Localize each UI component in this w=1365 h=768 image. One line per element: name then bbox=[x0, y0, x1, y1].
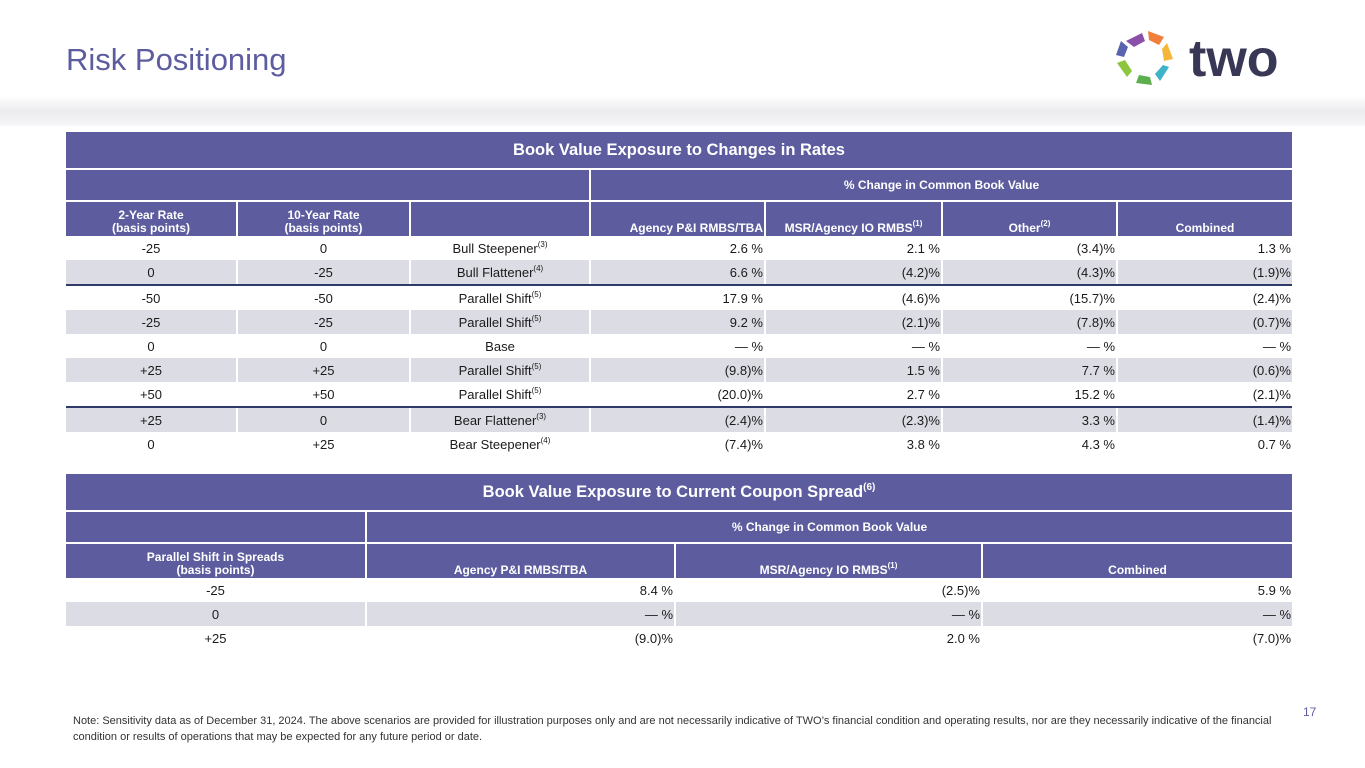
col-msr: MSR/Agency IO RMBS(1) bbox=[764, 201, 942, 236]
page-title: Risk Positioning bbox=[66, 42, 287, 77]
col-ten-year: 10-Year Rate (basis points) bbox=[236, 201, 410, 236]
spread-subheader: % Change in Common Book Value bbox=[366, 511, 1293, 544]
rates-subheader-blank bbox=[66, 169, 591, 202]
table-row: +50 +50 Parallel Shift(5) (20.0)% 2.7 % … bbox=[66, 382, 1292, 408]
table-row: -25 8.4 % (2.5)% 5.9 % bbox=[66, 578, 1293, 602]
spread-subheader-blank bbox=[66, 511, 367, 544]
col-spread-agency: Agency P&I RMBS/TBA bbox=[365, 543, 675, 578]
spread-table: Book Value Exposure to Current Coupon Sp… bbox=[66, 474, 1293, 650]
col-shift: Parallel Shift in Spreads (basis points) bbox=[66, 543, 366, 578]
col-other: Other(2) bbox=[941, 201, 1117, 236]
pinwheel-logo-icon bbox=[1116, 31, 1173, 85]
table-row: 0 0 Base — % — % — % — % bbox=[66, 334, 1292, 358]
rates-table-title: Book Value Exposure to Changes in Rates bbox=[66, 132, 1292, 170]
table-row: -25 0 Bull Steepener(3) 2.6 % 2.1 % (3.4… bbox=[66, 236, 1292, 260]
rates-subheader: % Change in Common Book Value bbox=[590, 169, 1292, 202]
col-agency: Agency P&I RMBS/TBA bbox=[589, 201, 765, 236]
table-row: +25 +25 Parallel Shift(5) (9.8)% 1.5 % 7… bbox=[66, 358, 1292, 382]
table-row: 0 -25 Bull Flattener(4) 6.6 % (4.2)% (4.… bbox=[66, 260, 1292, 286]
table-row: 0 +25 Bear Steepener(4) (7.4)% 3.8 % 4.3… bbox=[66, 432, 1292, 456]
col-spread-combined: Combined bbox=[980, 543, 1293, 578]
table-row: +25 (9.0)% 2.0 % (7.0)% bbox=[66, 626, 1293, 650]
col-combined: Combined bbox=[1116, 201, 1292, 236]
rates-table: Book Value Exposure to Changes in Rates … bbox=[66, 132, 1292, 456]
logo-wordmark: two bbox=[1189, 30, 1279, 88]
table-row: +25 0 Bear Flattener(3) (2.4)% (2.3)% 3.… bbox=[66, 407, 1292, 432]
table-row: -25 -25 Parallel Shift(5) 9.2 % (2.1)% (… bbox=[66, 310, 1292, 334]
table-row: -50 -50 Parallel Shift(5) 17.9 % (4.6)% … bbox=[66, 285, 1292, 310]
col-two-year: 2-Year Rate (basis points) bbox=[66, 201, 237, 236]
company-logo: two bbox=[1112, 27, 1294, 89]
col-scenario bbox=[409, 201, 590, 236]
header-band bbox=[0, 96, 1365, 126]
footnote: Note: Sensitivity data as of December 31… bbox=[73, 715, 1272, 743]
page-number: 17 bbox=[1303, 705, 1317, 719]
table-row: 0 — % — % — % bbox=[66, 602, 1293, 626]
col-spread-msr: MSR/Agency IO RMBS(1) bbox=[674, 543, 982, 578]
spread-table-title: Book Value Exposure to Current Coupon Sp… bbox=[66, 474, 1293, 512]
